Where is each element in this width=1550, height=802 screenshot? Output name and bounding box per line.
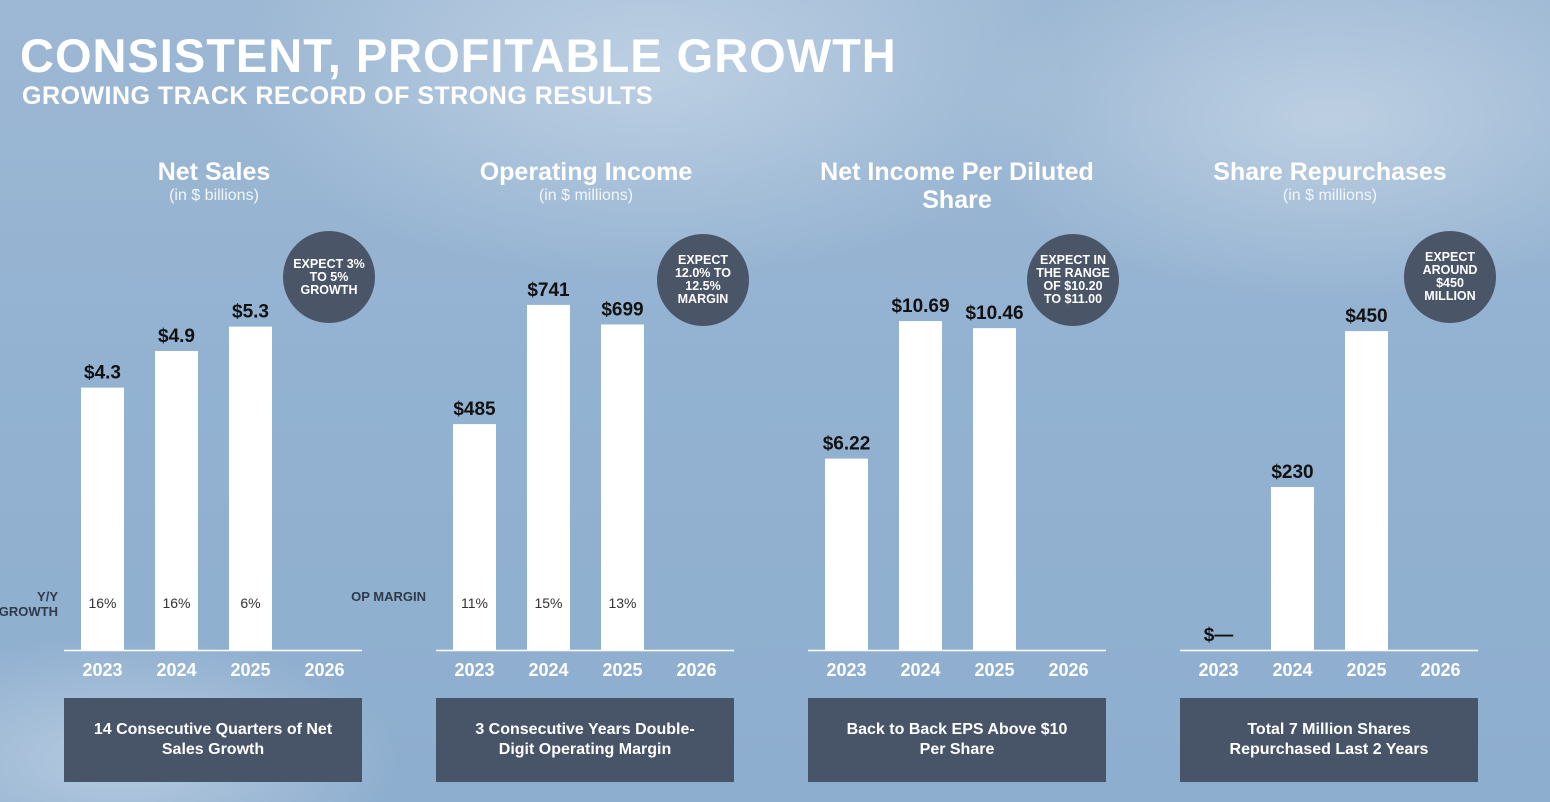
- x-tick-label: 2023: [82, 660, 122, 680]
- x-tick-label: 2023: [1198, 660, 1238, 680]
- highlight-box: 14 Consecutive Quarters of Net Sales Gro…: [64, 698, 362, 782]
- bar-value-label: $230: [1271, 462, 1313, 483]
- outlook-badge: EXPECT 12.0% TO 12.5% MARGIN: [657, 234, 749, 326]
- panel-unit: (in $ millions): [538, 187, 634, 204]
- bar-rate-label: 15%: [534, 595, 562, 611]
- x-tick-label: 2024: [900, 660, 940, 680]
- bar-value-label: $10.69: [891, 296, 949, 317]
- bar: [453, 424, 496, 650]
- x-tick-label: 2024: [1272, 660, 1312, 680]
- x-tick-label: 2026: [676, 660, 716, 680]
- bar-rate-label: 6%: [240, 595, 260, 611]
- bar-rate-label: 16%: [162, 595, 190, 611]
- x-tick-label: 2026: [1420, 660, 1460, 680]
- bar-rate-label: 16%: [88, 595, 116, 611]
- panel-title: Operating Income: [479, 158, 693, 186]
- bar: [973, 328, 1016, 650]
- bar: [1271, 487, 1314, 650]
- highlight-box: Total 7 Million Shares Repurchased Last …: [1180, 698, 1478, 782]
- panel-unit: (in $ millions): [1282, 187, 1378, 204]
- bar: [155, 351, 198, 650]
- net-sales-chart: $4.3 16% 2023 $4.9 16% 2024 $5.3 6% 2025 2026: [64, 302, 362, 680]
- x-tick-label: 2024: [528, 660, 568, 680]
- bar-value-label: $4.3: [84, 363, 121, 384]
- x-tick-label: 2024: [156, 660, 196, 680]
- operating-income-panel: Operating Income (in $ millions) $485 11%…: [351, 0, 749, 802]
- rate-row-label: OP MARGIN: [351, 589, 426, 604]
- panel-unit: (in $ billions): [169, 187, 259, 204]
- bar: [527, 304, 570, 650]
- bar: [899, 321, 942, 650]
- x-tick-label: 2025: [1346, 660, 1386, 680]
- bar-value-label: $450: [1345, 306, 1387, 327]
- share-repurchases-panel: Share Repurchases (in $ millions) EXPECT…: [1180, 0, 1496, 802]
- page-title: CONSISTENT, PROFITABLE GROWTH: [20, 29, 897, 82]
- x-tick-label: 2023: [454, 660, 494, 680]
- x-tick-label: 2025: [230, 660, 270, 680]
- panel-title: Net Income Per Diluted Share: [820, 158, 1094, 214]
- bar-value-label: $6.22: [823, 434, 871, 455]
- x-tick-label: 2026: [1048, 660, 1088, 680]
- share-repurchases-chart: $— 2023 $230 2024 $450 2025 2026: [1180, 306, 1478, 680]
- bar-rate-label: 11%: [461, 595, 488, 611]
- bar: [81, 387, 124, 650]
- bar-value-label: $485: [453, 399, 496, 420]
- outlook-badge: EXPECT 3% TO 5% GROWTH: [283, 231, 375, 323]
- x-tick-label: 2025: [602, 660, 642, 680]
- net-sales-panel: Net Sales (in $ billions) $4.3 16% 2023 $4.…: [0, 0, 375, 802]
- outlook-badge: EXPECT AROUND $450 MILLION: [1404, 231, 1496, 323]
- eps-chart: $6.22 2023 $10.69 2024 $10.46 2025 2026: [808, 296, 1106, 680]
- bar: [825, 458, 868, 650]
- page-subtitle: GROWING TRACK RECORD OF STRONG RESULTS: [22, 82, 654, 110]
- bar: [1345, 331, 1388, 650]
- bar: [229, 326, 272, 650]
- x-tick-label: 2026: [304, 660, 344, 680]
- bar-value-label: $5.3: [232, 302, 269, 323]
- bar-value-label: $—: [1204, 625, 1234, 646]
- panel-title: Share Repurchases: [1213, 158, 1447, 186]
- bar-value-label: $10.46: [965, 303, 1023, 324]
- bar-rate-label: 13%: [608, 595, 636, 611]
- highlight-box: Back to Back EPS Above $10 Per Share: [808, 698, 1106, 782]
- eps-panel: Net Income Per Diluted Share EXPECT IN T…: [808, 0, 1119, 802]
- bar-value-label: $741: [527, 280, 570, 301]
- x-tick-label: 2025: [974, 660, 1014, 680]
- rate-row-label: Y/Y GROWTH: [0, 589, 58, 619]
- x-tick-label: 2023: [826, 660, 866, 680]
- bar-value-label: $699: [601, 299, 643, 320]
- panel-title: Net Sales: [157, 158, 271, 186]
- highlight-box: 3 Consecutive Years Double-Digit Operati…: [436, 698, 734, 782]
- operating-income-chart: $485 11% 2023 $741 15% 2024 $699 13% 2025 2026: [436, 280, 734, 680]
- bar-value-label: $4.9: [158, 326, 195, 347]
- bar: [601, 324, 644, 650]
- outlook-badge: EXPECT IN THE RANGE OF $10.20 TO $11.00: [1027, 234, 1119, 326]
